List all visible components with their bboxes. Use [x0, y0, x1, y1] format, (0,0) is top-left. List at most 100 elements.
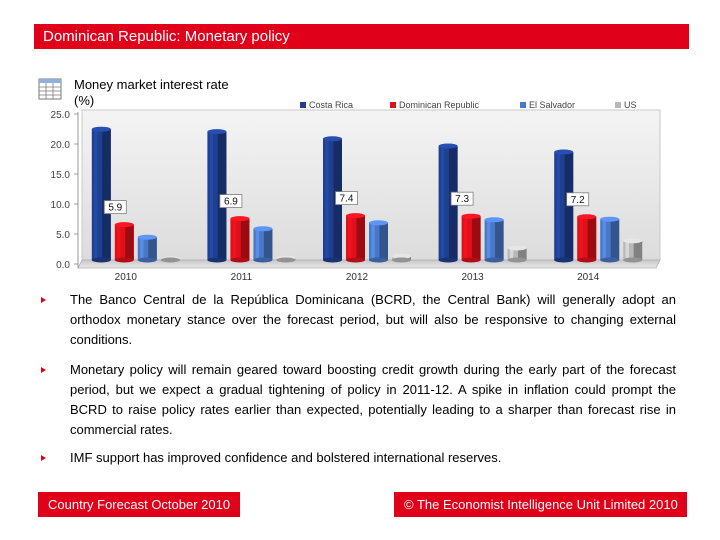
bar-shade	[633, 240, 643, 260]
x-tick-label: 2010	[115, 272, 138, 283]
bar-shade	[148, 237, 157, 260]
bar-top	[207, 129, 227, 135]
bar-bottom	[369, 257, 388, 263]
legend-swatch	[520, 102, 526, 108]
y-tick-label: 10.0	[51, 200, 71, 211]
data-label-text: 5.9	[108, 203, 122, 214]
bar-bottom	[253, 257, 273, 263]
data-label-box	[335, 191, 358, 205]
y-tick-label: 15.0	[51, 170, 71, 181]
data-label-box	[219, 194, 243, 208]
data-label-box	[450, 191, 474, 206]
bar-shade	[263, 228, 273, 260]
bullet-item: IMF support has improved confidence and …	[41, 448, 676, 468]
legend-label: Costa Rica	[309, 100, 353, 110]
bar-shade	[356, 215, 365, 260]
bullet-text: The Banco Central de la República Domini…	[70, 292, 676, 347]
bar-highlight	[602, 219, 606, 260]
table-icon	[38, 78, 62, 100]
data-label-2013: 7.3	[450, 191, 474, 206]
chart-legend: Costa Rica Dominican Republic El Salvador U…	[300, 100, 637, 110]
bar-bottom	[461, 257, 481, 263]
bar-bottom	[230, 257, 250, 263]
bar-highlight	[509, 248, 514, 260]
bar-shade	[240, 218, 250, 260]
page-title: Dominican Republic: Monetary policy	[34, 24, 689, 49]
bar-bottom	[114, 257, 134, 263]
legend-item: El Salvador	[520, 100, 575, 110]
bar-el-salvador-2011	[253, 226, 273, 263]
legend-label: US	[624, 100, 637, 110]
bar-highlight	[556, 152, 560, 260]
bar-top	[577, 214, 597, 220]
chart-y-axis: 0.0 5.0 10.0 15.0 20.0 25.0	[51, 110, 78, 271]
bar-top	[253, 226, 273, 232]
bar-top	[438, 143, 458, 149]
bar-highlight	[371, 222, 375, 260]
bullet-text: IMF support has improved confidence and …	[70, 450, 502, 465]
y-tick-label: 0.0	[56, 260, 70, 271]
data-label-box	[103, 200, 127, 214]
bar-top	[507, 245, 527, 251]
data-label-text: 7.2	[571, 195, 585, 206]
bar-bottom	[623, 257, 643, 263]
bar-highlight	[140, 237, 144, 260]
footer-copyright: © The Economist Intelligence Unit Limite…	[394, 492, 687, 517]
bullet-arrow-icon	[41, 297, 46, 303]
bar-highlight	[117, 224, 121, 260]
y-tick-label: 25.0	[51, 110, 71, 121]
interest-rate-chart: 0.0 5.0 10.0 15.0 20.0 25.0 5.9 6.9 7.4 7.3 7.2 2…	[51, 100, 661, 283]
bar-costa-rica-2010	[91, 126, 111, 263]
bar-shade	[587, 216, 597, 260]
bar-us-2013	[507, 245, 527, 263]
bar-highlight	[209, 131, 214, 260]
data-label-2010: 5.9	[103, 200, 127, 214]
bar-top	[392, 253, 411, 259]
bar-bottom	[577, 257, 597, 263]
bar-bottom	[600, 257, 620, 263]
chart-title-line1: Money market interest rate	[74, 77, 229, 92]
legend-swatch	[300, 102, 306, 108]
x-tick-label: 2012	[346, 272, 369, 283]
x-tick-label: 2014	[577, 272, 600, 283]
bar-shade	[102, 129, 111, 260]
legend-item: Costa Rica	[300, 100, 353, 110]
bar-us-2010	[160, 256, 180, 263]
bar-shade	[495, 219, 504, 260]
bar-highlight	[463, 216, 468, 260]
bar-el-salvador-2014	[600, 216, 620, 263]
bar-highlight	[325, 138, 329, 260]
y-tick-label: 5.0	[56, 230, 70, 241]
bullet-text: Monetary policy will remain geared towar…	[70, 362, 676, 437]
bar-highlight	[440, 146, 445, 260]
bar-highlight	[255, 228, 260, 260]
bar-bottom	[91, 257, 111, 263]
bullet-arrow-icon	[41, 367, 46, 373]
x-tick-label: 2011	[231, 272, 253, 283]
bar-dominican-republic-2014	[577, 214, 597, 263]
bar-bottom	[207, 257, 227, 263]
data-label-2014: 7.2	[566, 192, 590, 207]
bar-us-2011	[276, 255, 296, 263]
data-label-text: 7.4	[340, 194, 354, 205]
legend-label: Dominican Republic	[399, 100, 480, 110]
legend-swatch	[390, 102, 396, 108]
bar-shade	[472, 216, 481, 260]
chart-title-line2: (%)	[74, 93, 95, 108]
bar-bottom	[323, 257, 342, 263]
bar-highlight	[486, 219, 491, 260]
bar-shade	[610, 219, 620, 260]
bar-el-salvador-2013	[484, 217, 504, 263]
legend-item: US	[615, 100, 637, 110]
bar-bottom	[507, 257, 527, 263]
bar-shade	[125, 224, 134, 260]
bar-el-salvador-2012	[369, 220, 388, 263]
bar-top	[114, 222, 134, 228]
bar-dominican-republic-2011	[230, 216, 250, 263]
bar-shade	[379, 222, 388, 260]
bar-highlight	[579, 216, 583, 260]
footer-source: Country Forecast October 2010	[38, 492, 240, 517]
data-label-box	[566, 192, 590, 207]
bar-highlight	[232, 218, 237, 260]
chart-x-axis: 2010 2011 2012 2013 2014	[115, 272, 600, 283]
